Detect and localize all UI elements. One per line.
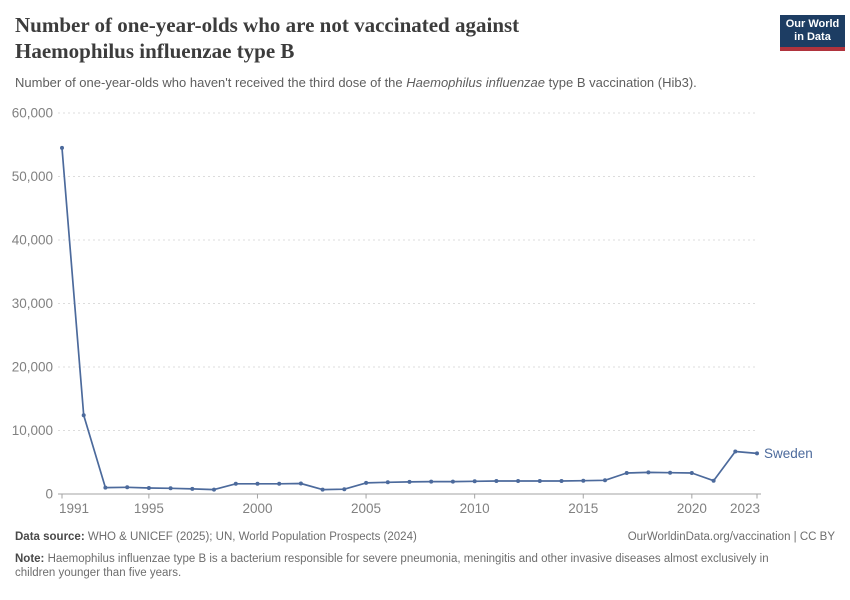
data-point[interactable] (516, 479, 521, 483)
title-line-2: Haemophilus influenzae type B (15, 39, 295, 63)
data-point[interactable] (559, 479, 564, 483)
x-tick-label: 2020 (677, 501, 707, 516)
data-point[interactable] (668, 470, 673, 475)
data-point[interactable] (277, 481, 282, 486)
subtitle-text: Number of one-year-olds who haven't rece… (15, 75, 407, 90)
y-tick-label: 0 (45, 487, 53, 502)
data-point[interactable] (646, 470, 651, 475)
data-point[interactable] (125, 485, 130, 490)
title-line-1: Number of one-year-olds who are not vacc… (15, 13, 520, 37)
y-tick-label: 30,000 (12, 296, 53, 311)
data-point[interactable] (385, 480, 390, 485)
trend-line[interactable] (61, 147, 758, 491)
data-point[interactable] (429, 479, 434, 484)
data-point[interactable] (581, 478, 586, 483)
data-point[interactable] (60, 145, 64, 150)
y-tick-label: 40,000 (12, 233, 53, 248)
data-point[interactable] (342, 487, 347, 492)
attribution-link[interactable]: OurWorldinData.org/vaccination | CC BY (627, 531, 835, 543)
line-chart[interactable]: 0 10,000 20,000 30,000 40,000 50,000 60,000 199… (0, 100, 850, 530)
owid-logo-line-2: in Data (794, 31, 831, 43)
data-point[interactable] (190, 486, 195, 491)
x-tick-label: 2005 (351, 501, 381, 516)
chart-canvas[interactable]: 0 10,000 20,000 30,000 40,000 50,000 60,000 199… (0, 100, 850, 530)
data-point[interactable] (212, 487, 216, 492)
data-point[interactable] (624, 471, 629, 475)
subtitle-italic-text: Haemophilus influenzae (406, 75, 546, 90)
data-point[interactable] (494, 479, 499, 483)
data-point[interactable] (407, 479, 412, 484)
owid-logo: Our World in Data (780, 15, 845, 51)
y-tick-label: 50,000 (12, 169, 53, 184)
x-tick-label: 2010 (460, 501, 490, 516)
note-text: Haemophilus influenzae type B is a bacte… (15, 553, 769, 579)
subtitle-text-end: type B vaccination (Hib3). (545, 75, 697, 90)
data-point[interactable] (103, 485, 108, 490)
y-tick-label: 10,000 (12, 423, 53, 438)
x-tick-label: 2015 (568, 501, 598, 516)
data-point[interactable] (733, 449, 738, 454)
data-point[interactable] (364, 480, 369, 485)
owid-logo-line-1: Our World (785, 18, 840, 30)
x-tick-label: 2000 (242, 501, 272, 516)
data-point[interactable] (233, 481, 238, 486)
data-point[interactable] (537, 479, 542, 483)
chart-header: Number of one-year-olds who are not vacc… (15, 12, 750, 91)
data-point[interactable] (168, 486, 173, 491)
data-point[interactable] (450, 479, 455, 484)
x-tick-label: 1995 (134, 501, 164, 516)
page-title: Number of one-year-olds who are not vacc… (15, 12, 750, 64)
data-source-text: WHO & UNICEF (2025); UN, World Populatio… (84, 531, 417, 543)
data-point[interactable] (711, 478, 716, 483)
chart-subtitle: Number of one-year-olds who haven't rece… (15, 75, 750, 91)
data-point[interactable] (472, 479, 477, 484)
y-tick-label: 20,000 (12, 360, 53, 375)
data-point[interactable] (689, 471, 694, 475)
data-point[interactable] (255, 481, 260, 486)
y-tick-label: 60,000 (12, 106, 53, 121)
data-source: Data source: WHO & UNICEF (2025); UN, Wo… (15, 530, 417, 544)
x-tick-label: 1991 (59, 501, 89, 516)
data-point[interactable] (320, 487, 325, 492)
data-point[interactable] (755, 451, 759, 456)
x-tick-label: 2023 (730, 501, 760, 516)
data-source-label: Data source: (15, 531, 85, 543)
data-point[interactable] (81, 413, 86, 418)
data-point[interactable] (298, 481, 303, 486)
note: Note: Haemophilus influenzae type B is a… (15, 552, 790, 580)
chart-footer: Data source: WHO & UNICEF (2025); UN, Wo… (15, 530, 835, 580)
note-label: Note: (15, 553, 45, 565)
series-end-label[interactable]: Sweden (764, 446, 813, 461)
data-point[interactable] (146, 486, 151, 490)
data-point[interactable] (603, 478, 607, 483)
